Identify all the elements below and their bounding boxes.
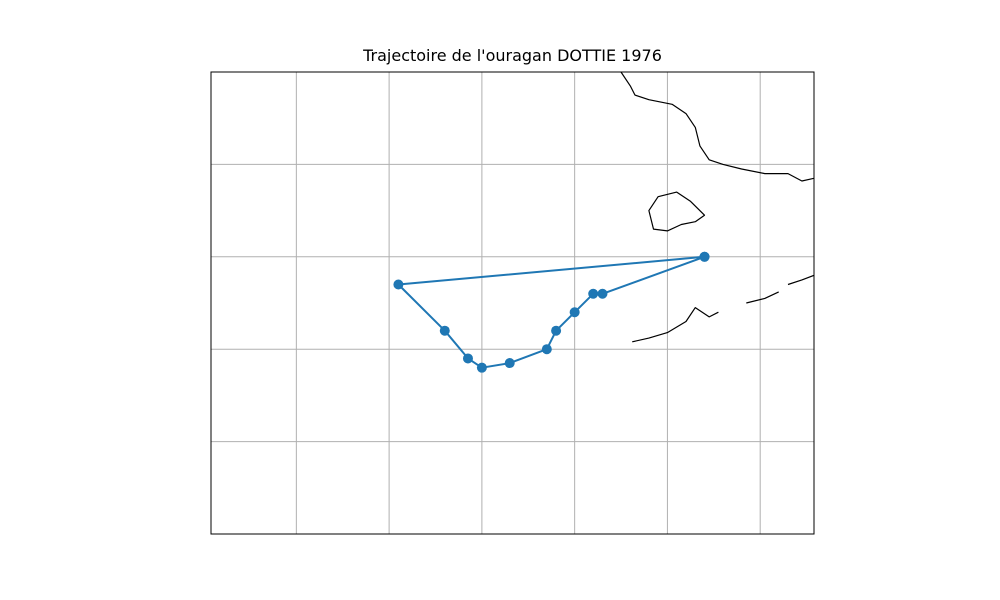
plot-frame xyxy=(210,71,815,535)
coastline-lake-okeechobee xyxy=(648,191,706,232)
track-point xyxy=(597,288,608,299)
track-point xyxy=(551,325,562,336)
track-point xyxy=(504,358,515,369)
track-point xyxy=(588,288,599,299)
coastline-keys-east xyxy=(746,291,779,304)
track-point xyxy=(476,362,487,373)
track-point xyxy=(462,353,473,364)
track-point xyxy=(569,307,580,318)
coastline-cuba-north-coast xyxy=(787,274,814,286)
map-title: Trajectoire de l'ouragan DOTTIE 1976 xyxy=(363,46,662,65)
graticule xyxy=(211,72,814,534)
hurricane-track xyxy=(393,251,710,373)
track-point xyxy=(393,279,404,290)
coastline-layer xyxy=(620,72,814,343)
track-point xyxy=(699,251,710,262)
track-point xyxy=(541,344,552,355)
coastline-florida-peninsula xyxy=(620,72,814,182)
plot-background xyxy=(211,72,814,534)
coastline-florida-keys xyxy=(632,307,719,343)
track-point xyxy=(439,325,450,336)
